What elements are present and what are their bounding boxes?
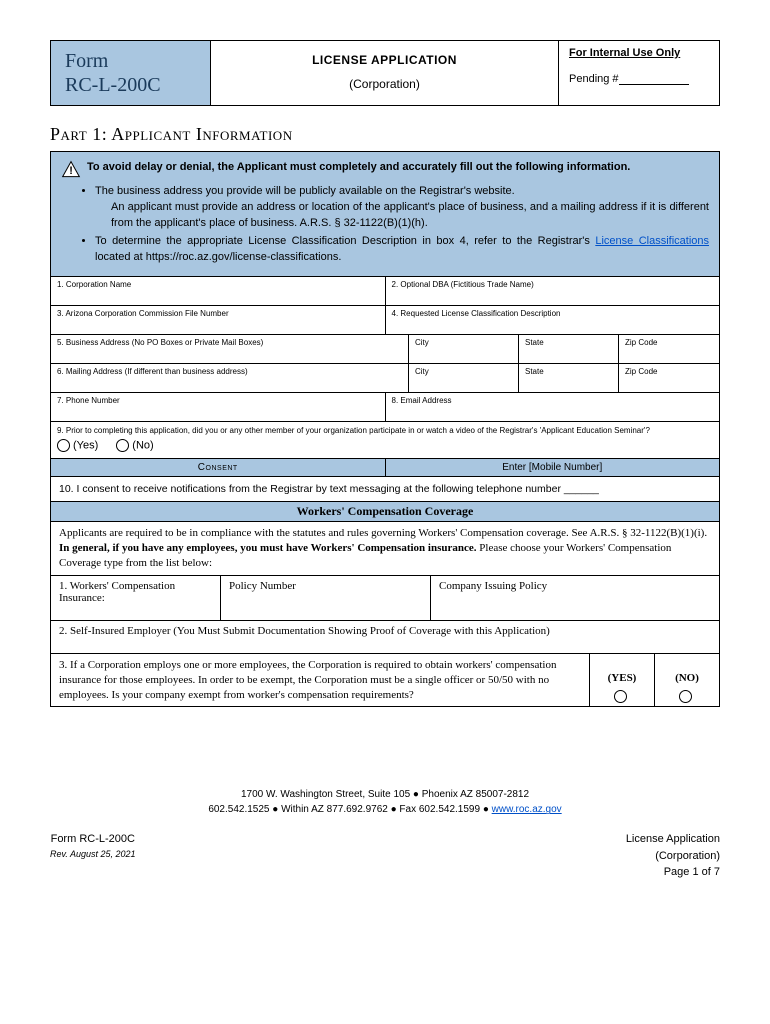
row-1-2: 1. Corporation Name 2. Optional DBA (Fic… — [51, 277, 719, 306]
svg-text:!: ! — [69, 165, 73, 177]
notice-first-line: ! To avoid delay or denial, the Applican… — [61, 160, 709, 180]
wc-policy-number[interactable]: Policy Number — [221, 576, 431, 620]
field-mailing-address[interactable]: 6. Mailing Address (If different than bu… — [51, 364, 409, 392]
consent-header-right: Enter [Mobile Number] — [386, 459, 720, 476]
consent-body[interactable]: 10. I consent to receive notifications f… — [51, 477, 719, 503]
form-code: RC-L-200C — [65, 73, 196, 97]
notice-b2-pre: To determine the appropriate License Cla… — [95, 235, 595, 247]
q9-yes-option[interactable]: (Yes) — [57, 439, 98, 452]
radio-icon — [614, 690, 627, 703]
form-header: Form RC-L-200C LICENSE APPLICATION (Corp… — [50, 40, 720, 106]
notice-b2-post: located at https://roc.az.gov/license-cl… — [95, 251, 341, 263]
notice-bullet-2: To determine the appropriate License Cla… — [95, 234, 709, 266]
field-dba[interactable]: 2. Optional DBA (Fictitious Trade Name) — [386, 277, 720, 305]
footer-address: 1700 W. Washington Street, Suite 105 ● P… — [50, 787, 720, 802]
field-business-zip[interactable]: Zip Code — [619, 335, 719, 363]
header-title-box: LICENSE APPLICATION (Corporation) — [211, 41, 559, 105]
consent-header-left: Consent — [51, 459, 386, 476]
notice-b1-sub: An applicant must provide an address or … — [111, 200, 709, 232]
form-word: Form — [65, 49, 196, 73]
wc-q3-text: 3. If a Corporation employs one or more … — [51, 654, 589, 707]
wc-company-issuing[interactable]: Company Issuing Policy — [431, 576, 719, 620]
wc-yes-cell[interactable]: (YES) — [589, 654, 654, 707]
field-q9: 9. Prior to completing this application,… — [51, 422, 719, 459]
q9-text: 9. Prior to completing this application,… — [57, 426, 713, 435]
footer-phone-line: 602.542.1525 ● Within AZ 877.692.9762 ● … — [50, 802, 720, 817]
pending-text: Pending # — [569, 73, 619, 85]
footer-rev: Rev. August 25, 2021 — [50, 848, 136, 862]
notice-list: The business address you provide will be… — [95, 184, 709, 266]
pending-input-line[interactable] — [619, 84, 689, 85]
footer-link[interactable]: www.roc.az.gov — [492, 804, 562, 815]
internal-label: For Internal Use Only — [569, 47, 709, 59]
field-license-classification[interactable]: 4. Requested License Classification Desc… — [386, 306, 720, 334]
warning-icon: ! — [61, 160, 81, 180]
part-title-text: Part 1: Applicant Information — [50, 124, 293, 144]
wc-row-3: 3. If a Corporation employs one or more … — [51, 654, 719, 707]
wc-row-1: 1. Workers' Compensation Insurance: Poli… — [51, 576, 719, 621]
license-classifications-link[interactable]: License Classifications — [595, 235, 709, 247]
field-mailing-state[interactable]: State — [519, 364, 619, 392]
footer: 1700 W. Washington Street, Suite 105 ● P… — [50, 787, 720, 881]
applicant-info-box: ! To avoid delay or denial, the Applican… — [50, 151, 720, 707]
wc-header: Workers' Compensation Coverage — [51, 502, 719, 522]
row-6: 6. Mailing Address (If different than bu… — [51, 364, 719, 393]
consent-header: Consent Enter [Mobile Number] — [51, 459, 719, 477]
row-7-8: 7. Phone Number 8. Email Address — [51, 393, 719, 422]
footer-page: Page 1 of 7 — [626, 864, 720, 881]
field-corporation-name[interactable]: 1. Corporation Name — [51, 277, 386, 305]
wc-insurance-label: 1. Workers' Compensation Insurance: — [51, 576, 221, 620]
wc-no-cell[interactable]: (NO) — [654, 654, 719, 707]
footer-phone: 602.542.1525 ● Within AZ 877.692.9762 ● … — [208, 804, 491, 815]
field-business-city[interactable]: City — [409, 335, 519, 363]
field-acc-file-number[interactable]: 3. Arizona Corporation Commission File N… — [51, 306, 386, 334]
footer-right: License Application (Corporation) Page 1… — [626, 831, 720, 881]
q9-options: (Yes) (No) — [57, 439, 713, 452]
internal-use-box: For Internal Use Only Pending # — [559, 41, 719, 105]
wc-no-label: (NO) — [655, 672, 719, 684]
q9-no-label: (No) — [132, 439, 153, 451]
footer-form-code: Form RC-L-200C — [50, 831, 136, 848]
wc-text-pre: Applicants are required to be in complia… — [59, 527, 707, 539]
q9-no-option[interactable]: (No) — [116, 439, 153, 452]
wc-row-2: 2. Self-Insured Employer (You Must Submi… — [51, 621, 719, 654]
footer-right-2: (Corporation) — [626, 848, 720, 865]
wc-text-bold: In general, if you have any employees, y… — [59, 542, 477, 554]
footer-left: Form RC-L-200C Rev. August 25, 2021 — [50, 831, 136, 881]
row-5: 5. Business Address (No PO Boxes or Priv… — [51, 335, 719, 364]
field-mailing-zip[interactable]: Zip Code — [619, 364, 719, 392]
pending-label: Pending # — [569, 73, 709, 85]
part-title: Part 1: Applicant Information — [50, 124, 720, 145]
row-3-4: 3. Arizona Corporation Commission File N… — [51, 306, 719, 335]
field-business-state[interactable]: State — [519, 335, 619, 363]
footer-right-1: License Application — [626, 831, 720, 848]
field-phone[interactable]: 7. Phone Number — [51, 393, 386, 421]
radio-icon — [57, 439, 70, 452]
wc-text: Applicants are required to be in complia… — [51, 522, 719, 576]
header-title: LICENSE APPLICATION — [219, 53, 550, 67]
notice-b1-text: The business address you provide will be… — [95, 185, 515, 197]
radio-icon — [679, 690, 692, 703]
field-mailing-city[interactable]: City — [409, 364, 519, 392]
radio-icon — [116, 439, 129, 452]
field-business-address[interactable]: 5. Business Address (No PO Boxes or Priv… — [51, 335, 409, 363]
wc-yes-label: (YES) — [590, 672, 654, 684]
q9-yes-label: (Yes) — [73, 439, 98, 451]
notice-main: To avoid delay or denial, the Applicant … — [87, 160, 630, 176]
notice-box: ! To avoid delay or denial, the Applican… — [51, 152, 719, 277]
header-subtitle: (Corporation) — [219, 77, 550, 91]
form-code-box: Form RC-L-200C — [51, 41, 211, 105]
field-email[interactable]: 8. Email Address — [386, 393, 720, 421]
notice-bullet-1: The business address you provide will be… — [95, 184, 709, 232]
footer-bottom: Form RC-L-200C Rev. August 25, 2021 Lice… — [50, 831, 720, 881]
